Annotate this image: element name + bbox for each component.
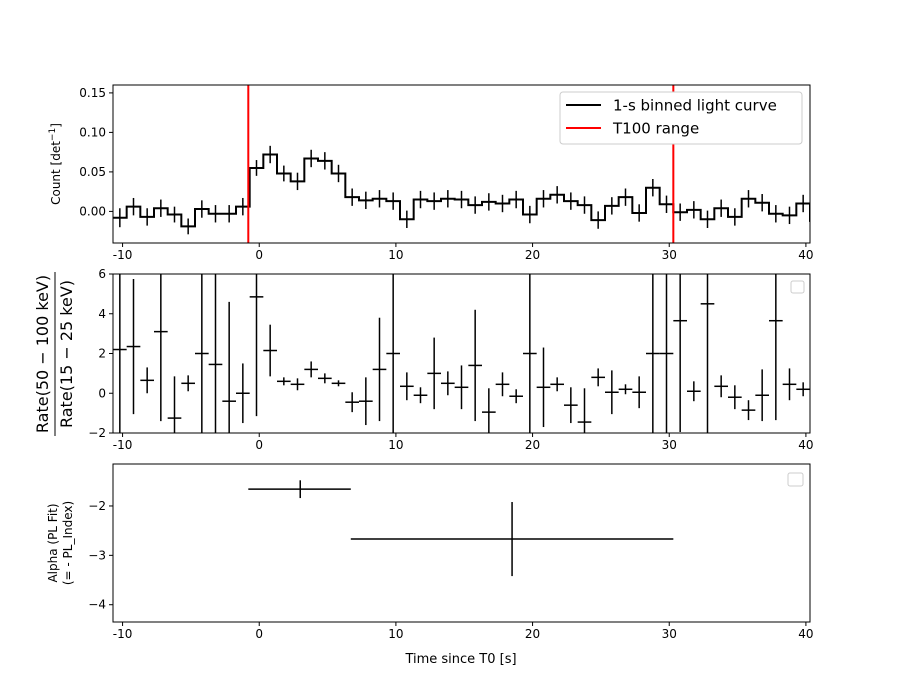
- x-axis-label: Time since T0 [s]: [404, 652, 516, 667]
- legend-label-t100: T100 range: [612, 120, 699, 138]
- empty-legend-box: [787, 472, 804, 487]
- y-tick-label: −2: [88, 426, 106, 440]
- x-tick-label: 30: [662, 627, 677, 641]
- light-curve-frame: [112, 84, 811, 244]
- y-tick-label: 0.00: [79, 204, 106, 218]
- x-tick-label: -10: [113, 248, 133, 262]
- y-tick-label: −4: [88, 598, 106, 612]
- x-tick-label: 20: [525, 627, 540, 641]
- y-tick-label: −3: [88, 548, 106, 562]
- light-curve-legend: 1-s binned light curve T100 range: [559, 91, 803, 145]
- x-tick-label: -10: [113, 627, 133, 641]
- x-tick-label: 0: [255, 627, 263, 641]
- hardness-ratio-ylabel-bottom: Rate(15 − 25 keV): [57, 280, 76, 428]
- y-tick-label: 4: [98, 307, 106, 321]
- x-tick-label: 20: [525, 438, 540, 452]
- y-tick-label: 0.10: [79, 125, 106, 139]
- alpha-frame: [112, 463, 811, 623]
- light-curve-step: [113, 153, 810, 228]
- y-tick-label: 6: [98, 267, 106, 281]
- legend-label-light-curve: 1-s binned light curve: [613, 97, 777, 115]
- alpha-panel: -10 0 10 20 30 40 −4 −3 −2 Alpha (PL Fit) (= - P…: [46, 463, 814, 667]
- light-curve-ylabel: Count [det−1]: [48, 123, 63, 205]
- light-curve-panel: -10 0 10 20 30 40 0.00 0.05 0.10 0.15 Count [det−…: [48, 84, 814, 262]
- alpha-ylabel-bottom: (= - PL_Index): [61, 501, 75, 585]
- x-tick-label: -10: [113, 438, 133, 452]
- y-tick-label: −2: [88, 499, 106, 513]
- x-tick-label: 40: [798, 438, 813, 452]
- x-tick-label: 40: [798, 248, 813, 262]
- y-tick-label: 0.15: [79, 86, 106, 100]
- x-tick-label: 30: [662, 438, 677, 452]
- hardness-ratio-ylabel-top: Rate(50 − 100 keV): [33, 275, 52, 433]
- x-tick-label: 10: [388, 627, 403, 641]
- x-tick-label: 0: [255, 248, 263, 262]
- y-tick-label: 2: [98, 347, 106, 361]
- alpha-ylabel-top: Alpha (PL Fit): [46, 503, 60, 582]
- x-tick-label: 10: [388, 438, 403, 452]
- y-tick-label: 0: [98, 386, 106, 400]
- hardness-ratio-panel: -10 0 10 20 30 40 −2 0 2 4 6 Rate(50 − 100 keV) Ra…: [33, 267, 814, 452]
- y-tick-label: 0.05: [79, 165, 106, 179]
- x-tick-label: 10: [388, 248, 403, 262]
- x-tick-label: 30: [662, 248, 677, 262]
- empty-legend-box: [790, 280, 805, 294]
- x-tick-label: 0: [255, 438, 263, 452]
- legend-box: [559, 91, 803, 145]
- x-tick-label: 20: [525, 248, 540, 262]
- x-tick-label: 40: [798, 627, 813, 641]
